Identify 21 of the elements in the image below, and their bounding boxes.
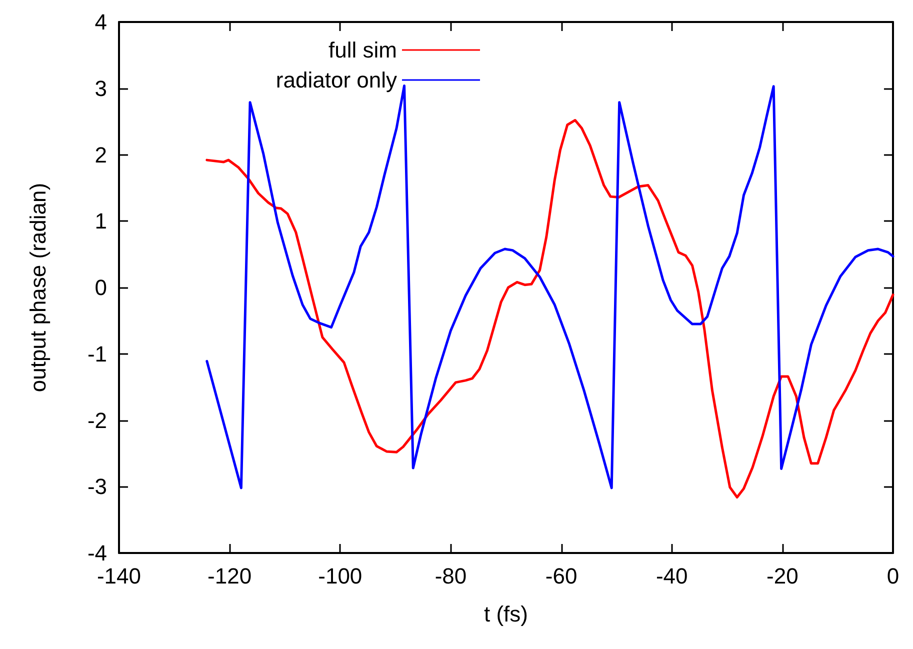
x-tick-label: -80 [434, 564, 467, 588]
y-tick-label: 4 [94, 10, 107, 34]
legend-label: full sim [328, 38, 397, 62]
x-tick-label: -100 [318, 564, 362, 588]
x-tick-label: -40 [656, 564, 688, 588]
x-tick-label: -140 [96, 564, 142, 588]
y-tick-label: 3 [94, 76, 107, 101]
x-tick-label: -120 [208, 564, 252, 588]
y-tick-label: 2 [94, 142, 107, 168]
y-tick-label: -2 [87, 408, 107, 433]
y-axis-title: output phase (radian) [26, 182, 50, 392]
x-axis-title: t (fs) [484, 602, 528, 626]
x-tick-label: -60 [545, 564, 578, 588]
x-tick-label: -20 [766, 564, 798, 588]
y-tick-label: -4 [87, 540, 107, 566]
y-tick-label: -1 [87, 341, 107, 366]
y-tick-label: 1 [94, 208, 107, 234]
x-tick-label: 0 [886, 564, 900, 588]
y-tick-label: -3 [87, 474, 107, 500]
legend-label: radiator only [276, 68, 397, 92]
y-tick-label: 0 [94, 275, 107, 300]
